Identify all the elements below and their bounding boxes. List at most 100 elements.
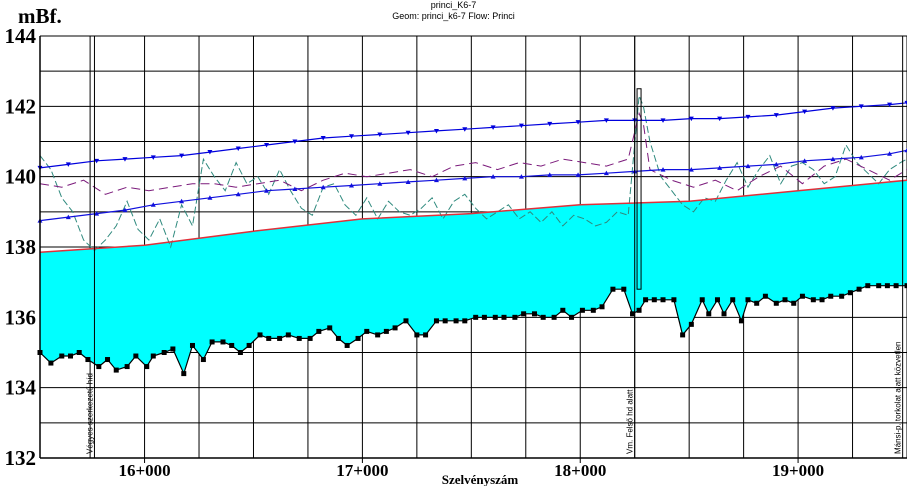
lower-level-point (65, 214, 71, 220)
lower-level-point (235, 191, 241, 197)
lower-level-point (292, 186, 298, 191)
ground-point (828, 293, 834, 299)
y-tick-label: 138 (5, 235, 37, 259)
ground-point (296, 335, 302, 341)
upper-level-point (179, 153, 185, 159)
ground-point (651, 297, 657, 303)
ground-point (721, 311, 727, 317)
ground-point (220, 339, 226, 345)
ground-point (782, 297, 788, 303)
upper-level-point (349, 134, 355, 139)
ground-point (688, 321, 694, 327)
ground-point (680, 332, 686, 338)
ground-point (621, 286, 627, 292)
lower-level-point (547, 172, 553, 177)
ground-point (105, 357, 111, 363)
upper-level-point (575, 120, 581, 125)
upper-level-point (802, 109, 808, 115)
lower-level-point (717, 165, 723, 170)
ground-point (453, 318, 459, 324)
ground-point (423, 332, 429, 338)
ground-point (579, 307, 585, 313)
ground-point (285, 332, 291, 338)
upper-level-line (39, 102, 907, 169)
ground-point (335, 335, 341, 341)
ground-point (560, 307, 566, 313)
ground-point (865, 283, 871, 289)
upper-level-point (603, 118, 609, 123)
ground-point (144, 364, 150, 370)
x-axis-title: Szelvényszám (442, 472, 519, 486)
lower-level-point (660, 167, 666, 172)
lower-level-point (207, 195, 213, 200)
upper-level-point (207, 150, 213, 155)
upper-level-point (292, 139, 298, 144)
upper-level-point (405, 130, 411, 136)
ground-point (630, 311, 636, 317)
x-tick-label: 19+000 (772, 461, 824, 480)
lower-level-point (575, 172, 581, 177)
upper-level-point (94, 158, 100, 164)
y-tick-label: 136 (5, 305, 37, 329)
ground-point (540, 314, 546, 320)
ground-point (257, 332, 263, 338)
upper-level-point (745, 114, 751, 120)
ground-point (521, 311, 527, 317)
y-tick-label: 140 (5, 165, 37, 189)
ground-point (706, 311, 712, 317)
ground-point (856, 286, 862, 292)
ground-point (904, 283, 907, 289)
annotation-label: Mánsi-p. torkolat alatt közvetlen (894, 342, 903, 455)
ground-point (316, 328, 322, 334)
ground-point (392, 325, 398, 331)
chart-subtitle: Geom: princi_k6-7 Flow: Princi (392, 11, 515, 21)
upper-level-point (688, 116, 694, 122)
ground-point (745, 297, 751, 303)
upper-level-point (858, 104, 864, 109)
upper-level-point (462, 127, 468, 132)
ground-point (799, 293, 805, 299)
upper-level-point (150, 155, 156, 160)
ground-point (551, 314, 557, 320)
upper-level-point (904, 100, 907, 106)
ground-point (229, 342, 235, 348)
water-area (40, 180, 907, 374)
ground-point (161, 350, 167, 355)
ground-point (133, 353, 139, 359)
y-tick-label: 144 (5, 24, 37, 48)
series-markers (37, 88, 907, 377)
x-tick-label: 17+000 (336, 461, 388, 480)
ground-point (893, 283, 899, 289)
upper-level-point (235, 146, 241, 152)
ground-point (590, 307, 596, 313)
ground-point (671, 297, 677, 303)
lower-level-point (603, 170, 609, 176)
ground-point (237, 350, 243, 355)
ground-point (150, 353, 156, 359)
upper-level-point (830, 106, 836, 111)
ground-point (492, 314, 498, 320)
ground-point (884, 283, 890, 289)
ground-point (96, 364, 102, 370)
ground-point (501, 314, 507, 320)
lower-level-point (377, 181, 383, 186)
ground-point (277, 335, 283, 341)
ground-point (246, 342, 252, 348)
ground-point (59, 353, 65, 359)
ground-point (754, 300, 760, 306)
ground-point (442, 318, 448, 324)
lower-level-point (830, 156, 836, 162)
lower-level-point (802, 158, 808, 163)
upper-level-point (773, 113, 779, 118)
ground-point (512, 314, 518, 320)
lower-level-point (405, 179, 411, 184)
water-surface-line (39, 179, 907, 254)
ground-point (762, 293, 768, 299)
upper-level-point (377, 132, 383, 137)
ground-point (200, 357, 206, 363)
ground-point (714, 297, 720, 303)
water-area-fill (40, 180, 907, 374)
ground-point (738, 318, 744, 324)
ground-point (481, 314, 487, 320)
